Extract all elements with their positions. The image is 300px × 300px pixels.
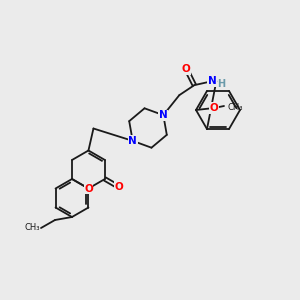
Text: O: O — [182, 64, 191, 74]
Text: N: N — [128, 136, 137, 146]
Text: O: O — [84, 184, 93, 194]
Text: CH₃: CH₃ — [228, 103, 244, 112]
Text: N: N — [208, 76, 217, 86]
Text: O: O — [114, 182, 123, 192]
Text: CH₃: CH₃ — [25, 224, 40, 232]
Text: N: N — [159, 110, 168, 120]
Text: O: O — [210, 103, 218, 113]
Text: H: H — [217, 79, 225, 89]
